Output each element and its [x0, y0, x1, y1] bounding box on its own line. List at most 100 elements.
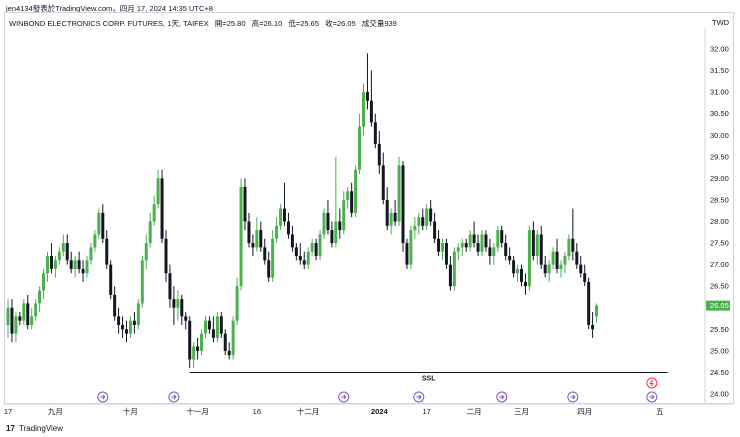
candle	[235, 277, 239, 325]
x-tick-label: 17	[423, 407, 431, 416]
candle	[314, 238, 318, 261]
candle	[575, 243, 579, 269]
candle-body	[460, 243, 464, 248]
candle-body	[583, 273, 587, 282]
candle	[504, 234, 508, 261]
candle-body	[385, 199, 389, 226]
candle	[85, 256, 89, 278]
candle-body	[362, 92, 365, 127]
candle-body	[504, 243, 508, 256]
candle	[286, 212, 290, 239]
candle	[342, 191, 346, 235]
candle-body	[488, 247, 492, 256]
candle	[227, 342, 231, 360]
candle-body	[152, 204, 156, 222]
candle-body	[140, 260, 144, 304]
candle-body	[57, 251, 61, 261]
y-tick-label: 25.00	[710, 346, 729, 355]
candle-body	[89, 247, 93, 261]
candle	[472, 221, 476, 248]
candle	[204, 316, 207, 338]
candle	[444, 238, 448, 269]
candle	[219, 312, 223, 338]
candle	[188, 316, 192, 369]
candle	[476, 234, 480, 256]
candle	[543, 256, 547, 278]
x-tick-label: 十月	[123, 406, 138, 416]
candle-body	[172, 299, 176, 308]
candle-body	[53, 260, 57, 269]
candle-body	[235, 286, 239, 321]
candle-body	[263, 247, 267, 261]
candle	[263, 238, 267, 265]
candle	[559, 260, 563, 278]
candle	[184, 312, 188, 330]
y-tick-label: 28.50	[710, 195, 729, 204]
candle-body	[176, 299, 180, 308]
candle-body	[93, 234, 97, 248]
candle	[539, 225, 543, 269]
candle	[172, 286, 176, 325]
candle	[456, 243, 460, 261]
candle-body	[168, 273, 172, 300]
x-tick-label: 五	[656, 407, 664, 416]
candle-body	[330, 230, 334, 244]
candle	[365, 53, 369, 110]
candle-body	[215, 316, 219, 338]
candle	[223, 329, 227, 356]
candle-body	[132, 320, 136, 325]
candle	[57, 247, 61, 265]
candle	[140, 256, 144, 308]
y-tick-label: 25.50	[710, 325, 729, 334]
candle	[302, 251, 306, 269]
event-icon	[338, 391, 350, 403]
candle	[255, 217, 259, 252]
candle-body	[484, 234, 488, 248]
candle-body	[591, 325, 595, 330]
candle	[109, 260, 113, 300]
candle-body	[516, 268, 520, 274]
candle	[46, 251, 49, 282]
legend-volume: 成交量939	[361, 19, 397, 28]
candle	[401, 161, 405, 252]
candle	[587, 277, 591, 330]
candle-body	[65, 243, 69, 261]
candle	[61, 234, 65, 256]
candle	[231, 316, 235, 360]
candle-body	[34, 303, 38, 317]
candle-body	[290, 234, 294, 248]
event-icon-arrow	[171, 394, 177, 400]
x-tick-label: 2024	[371, 407, 389, 416]
candle-body	[18, 316, 22, 321]
legend-high: 高=26.10	[251, 19, 283, 28]
candle-body	[207, 320, 211, 330]
x-tick-label: 九月	[48, 407, 63, 416]
candle	[306, 247, 310, 269]
candle	[215, 312, 219, 343]
candle-body	[413, 225, 417, 231]
candle-body	[429, 208, 433, 222]
candle	[516, 264, 520, 282]
candle	[563, 251, 567, 274]
candle-body	[468, 234, 472, 248]
x-tick-label: 十二月	[297, 406, 320, 416]
candle-body	[575, 251, 579, 265]
alert-icon-bolt	[649, 379, 654, 387]
candle	[555, 238, 559, 274]
candle-body	[310, 243, 314, 252]
candle-body	[579, 264, 583, 274]
candle-body	[456, 247, 460, 252]
y-tick-label: 30.00	[710, 131, 729, 140]
candle	[283, 182, 286, 226]
legend-close: 收=26.05	[325, 19, 356, 28]
candle-body	[464, 243, 468, 248]
candle	[358, 113, 362, 175]
event-icon-arrow	[416, 394, 422, 400]
candlestick-chart[interactable]: SSL 17 九月 十月 十一月 16 十二月 2024 17 二月 三月 四月 五 32.00 31.…	[0, 0, 740, 420]
event-icon-arrow	[649, 394, 655, 400]
candle-body	[286, 221, 290, 235]
y-tick-label: 29.00	[710, 174, 729, 183]
candle	[468, 230, 472, 252]
candle	[73, 256, 77, 278]
candle-body	[405, 243, 409, 265]
